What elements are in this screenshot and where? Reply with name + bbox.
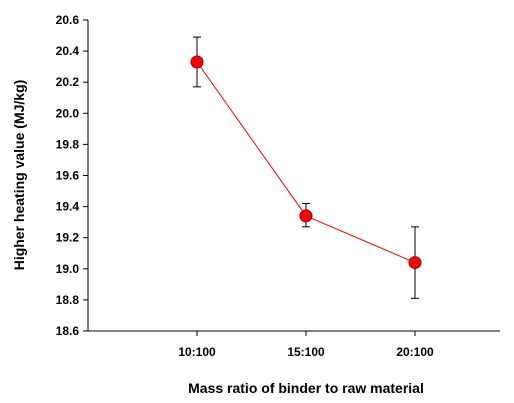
x-tick-label: 10:100 <box>178 345 216 359</box>
y-tick-label: 18.6 <box>56 324 80 338</box>
y-tick-label: 19.8 <box>56 137 80 151</box>
y-tick-label: 19.4 <box>56 200 80 214</box>
plot-area: 18.6 18.8 19.0 19.2 19.4 19.6 19.8 20.0 20.2 20.4… <box>56 13 500 359</box>
y-tick-label: 19.0 <box>56 262 80 276</box>
x-tick-label: 15:100 <box>287 345 325 359</box>
data-point <box>408 256 422 270</box>
x-tick-label: 20:100 <box>396 345 434 359</box>
data-point <box>190 55 204 69</box>
y-axis-title: Higher heating value (MJ/kg) <box>11 80 27 271</box>
y-tick-label: 20.6 <box>56 13 80 27</box>
y-tick-label: 20.0 <box>56 106 80 120</box>
series-line <box>196 61 416 264</box>
y-tick-label: 18.8 <box>56 293 80 307</box>
data-point <box>299 209 313 223</box>
y-tick-label: 19.6 <box>56 169 80 183</box>
y-tick-label: 20.2 <box>56 75 80 89</box>
x-axis-title: Mass ratio of binder to raw material <box>188 380 424 396</box>
y-tick-label: 20.4 <box>56 44 80 58</box>
y-tick-label: 19.2 <box>56 231 80 245</box>
